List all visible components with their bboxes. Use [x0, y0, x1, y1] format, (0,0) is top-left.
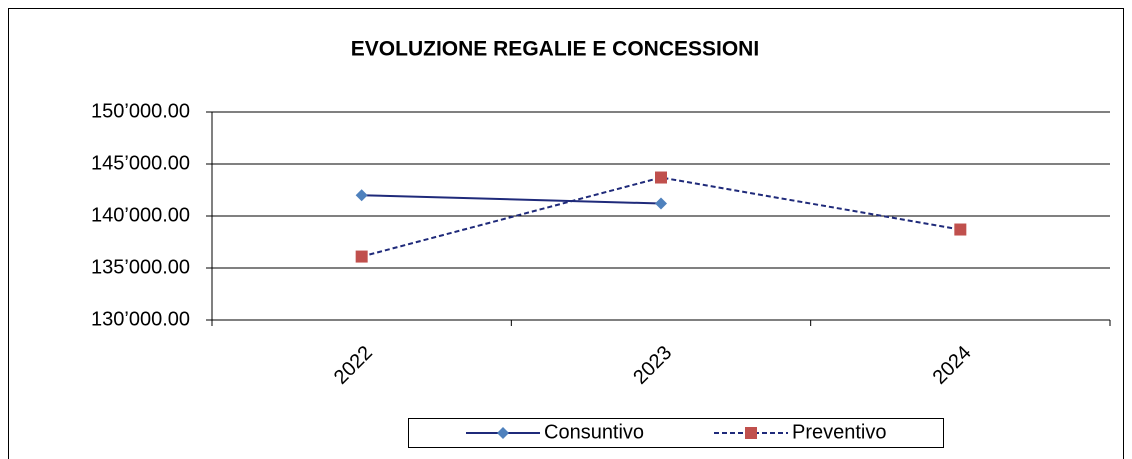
series-line — [361, 194, 662, 205]
legend: Consuntivo Preventivo — [408, 418, 944, 448]
y-tick-label: 150’000.00 — [91, 100, 190, 122]
marker — [355, 189, 368, 202]
y-tick-label: 140’000.00 — [91, 204, 190, 226]
marker — [655, 197, 667, 210]
series-line — [361, 176, 961, 258]
chart-frame — [8, 8, 1124, 459]
legend-label: Preventivo — [792, 421, 887, 443]
marker — [355, 250, 368, 263]
marker — [954, 223, 967, 236]
marker — [497, 427, 509, 439]
y-tick-label: 135’000.00 — [91, 256, 190, 278]
legend-label: Consuntivo — [544, 421, 644, 443]
y-tick-label: 130’000.00 — [91, 308, 190, 330]
marker — [745, 427, 757, 439]
marker — [655, 171, 667, 184]
y-tick-label: 145’000.00 — [91, 152, 190, 174]
chart-title: EVOLUZIONE REGALIE E CONCESSIONI — [351, 38, 759, 61]
